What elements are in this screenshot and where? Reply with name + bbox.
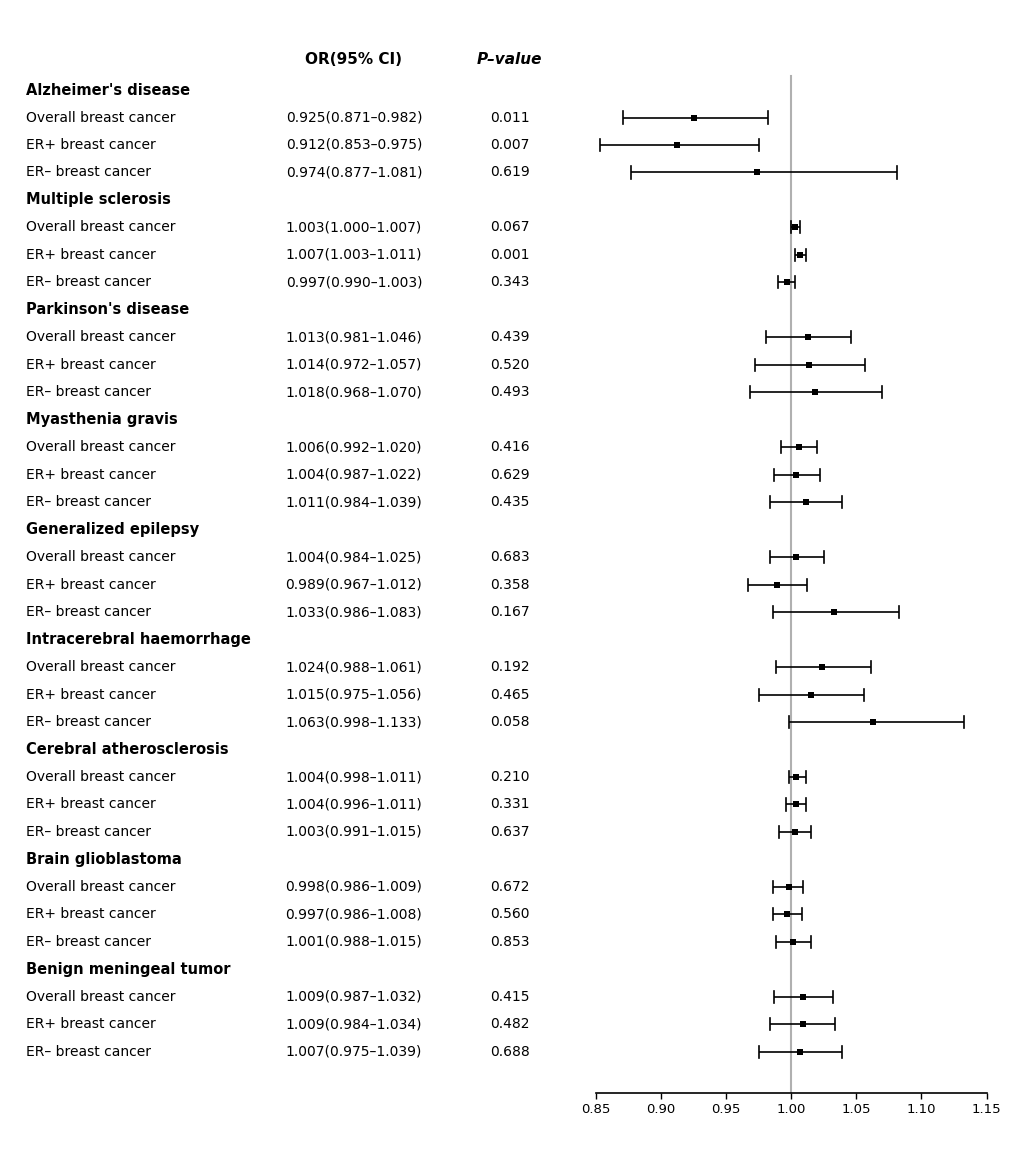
- Text: ER+ breast cancer: ER+ breast cancer: [25, 468, 156, 482]
- Text: 1.011(0.984–1.039): 1.011(0.984–1.039): [285, 496, 422, 510]
- Text: Overall breast cancer: Overall breast cancer: [25, 660, 175, 675]
- Text: 1.004(0.984–1.025): 1.004(0.984–1.025): [285, 551, 422, 565]
- Text: ER– breast cancer: ER– breast cancer: [25, 606, 151, 620]
- Text: 1.004(0.987–1.022): 1.004(0.987–1.022): [285, 468, 422, 482]
- Text: 0.912(0.853–0.975): 0.912(0.853–0.975): [285, 138, 422, 152]
- Text: 0.629: 0.629: [489, 468, 529, 482]
- Text: 0.683: 0.683: [489, 551, 529, 565]
- Text: ER+ breast cancer: ER+ breast cancer: [25, 248, 156, 262]
- Text: 0.058: 0.058: [489, 715, 529, 729]
- Text: 0.974(0.877–1.081): 0.974(0.877–1.081): [285, 166, 422, 180]
- Text: 0.435: 0.435: [489, 496, 529, 510]
- Text: Intracerebral haemorrhage: Intracerebral haemorrhage: [25, 632, 251, 648]
- Text: 1.063(0.998–1.133): 1.063(0.998–1.133): [285, 715, 422, 729]
- Text: 1.006(0.992–1.020): 1.006(0.992–1.020): [285, 441, 422, 455]
- Text: 1.003(0.991–1.015): 1.003(0.991–1.015): [285, 825, 422, 839]
- Text: 0.520: 0.520: [489, 358, 529, 372]
- Text: 1.004(0.996–1.011): 1.004(0.996–1.011): [285, 797, 422, 811]
- Text: Cerebral atherosclerosis: Cerebral atherosclerosis: [25, 742, 228, 758]
- Text: 0.482: 0.482: [489, 1017, 529, 1031]
- Text: 0.989(0.967–1.012): 0.989(0.967–1.012): [285, 577, 422, 592]
- Text: Overall breast cancer: Overall breast cancer: [25, 990, 175, 1004]
- Text: 0.001: 0.001: [489, 248, 529, 262]
- Text: Alzheimer's disease: Alzheimer's disease: [25, 83, 190, 97]
- Text: ER+ breast cancer: ER+ breast cancer: [25, 577, 156, 592]
- Text: Overall breast cancer: Overall breast cancer: [25, 111, 175, 125]
- Text: Overall breast cancer: Overall breast cancer: [25, 221, 175, 235]
- Text: Brain glioblastoma: Brain glioblastoma: [25, 852, 181, 867]
- Text: ER– breast cancer: ER– breast cancer: [25, 1045, 151, 1059]
- Text: 0.167: 0.167: [489, 606, 529, 620]
- Text: 1.024(0.988–1.061): 1.024(0.988–1.061): [285, 660, 422, 675]
- Text: 1.013(0.981–1.046): 1.013(0.981–1.046): [285, 331, 422, 345]
- Text: 0.997(0.986–1.008): 0.997(0.986–1.008): [285, 907, 422, 921]
- Text: Multiple sclerosis: Multiple sclerosis: [25, 193, 170, 207]
- Text: ER– breast cancer: ER– breast cancer: [25, 386, 151, 400]
- Text: ER– breast cancer: ER– breast cancer: [25, 276, 151, 290]
- Text: 1.007(0.975–1.039): 1.007(0.975–1.039): [285, 1045, 422, 1059]
- Text: 1.001(0.988–1.015): 1.001(0.988–1.015): [285, 935, 422, 949]
- Text: Myasthenia gravis: Myasthenia gravis: [25, 413, 177, 428]
- Text: 0.210: 0.210: [489, 770, 529, 784]
- Text: Generalized epilepsy: Generalized epilepsy: [25, 523, 199, 538]
- Text: 0.343: 0.343: [489, 276, 529, 290]
- Text: 0.007: 0.007: [489, 138, 529, 152]
- Text: Overall breast cancer: Overall breast cancer: [25, 441, 175, 455]
- Text: ER– breast cancer: ER– breast cancer: [25, 715, 151, 729]
- Text: 0.415: 0.415: [489, 990, 529, 1004]
- Text: 0.997(0.990–1.003): 0.997(0.990–1.003): [285, 276, 422, 290]
- Text: 0.465: 0.465: [489, 687, 529, 701]
- Text: P–value: P–value: [476, 53, 542, 68]
- Text: 1.014(0.972–1.057): 1.014(0.972–1.057): [285, 358, 422, 372]
- Text: 0.672: 0.672: [489, 880, 529, 894]
- Text: Overall breast cancer: Overall breast cancer: [25, 331, 175, 345]
- Text: 0.998(0.986–1.009): 0.998(0.986–1.009): [285, 880, 422, 894]
- Text: 0.439: 0.439: [489, 331, 529, 345]
- Text: Benign meningeal tumor: Benign meningeal tumor: [25, 962, 230, 977]
- Text: 1.033(0.986–1.083): 1.033(0.986–1.083): [285, 606, 422, 620]
- Text: ER– breast cancer: ER– breast cancer: [25, 496, 151, 510]
- Text: ER+ breast cancer: ER+ breast cancer: [25, 687, 156, 701]
- Text: 0.925(0.871–0.982): 0.925(0.871–0.982): [285, 111, 422, 125]
- Text: ER– breast cancer: ER– breast cancer: [25, 166, 151, 180]
- Text: Overall breast cancer: Overall breast cancer: [25, 551, 175, 565]
- Text: 0.560: 0.560: [489, 907, 529, 921]
- Text: ER– breast cancer: ER– breast cancer: [25, 825, 151, 839]
- Text: 0.416: 0.416: [489, 441, 529, 455]
- Text: 0.331: 0.331: [489, 797, 529, 811]
- Text: ER+ breast cancer: ER+ breast cancer: [25, 797, 156, 811]
- Text: OR(95% CI): OR(95% CI): [305, 53, 403, 68]
- Text: Overall breast cancer: Overall breast cancer: [25, 770, 175, 784]
- Text: Parkinson's disease: Parkinson's disease: [25, 303, 189, 317]
- Text: 0.619: 0.619: [489, 166, 529, 180]
- Text: 0.493: 0.493: [489, 386, 529, 400]
- Text: 1.018(0.968–1.070): 1.018(0.968–1.070): [285, 386, 422, 400]
- Text: ER+ breast cancer: ER+ breast cancer: [25, 907, 156, 921]
- Text: ER+ breast cancer: ER+ breast cancer: [25, 358, 156, 372]
- Text: 0.637: 0.637: [489, 825, 529, 839]
- Text: 0.011: 0.011: [489, 111, 529, 125]
- Text: ER+ breast cancer: ER+ breast cancer: [25, 138, 156, 152]
- Text: 0.853: 0.853: [489, 935, 529, 949]
- Text: 0.192: 0.192: [489, 660, 529, 675]
- Text: 1.007(1.003–1.011): 1.007(1.003–1.011): [285, 248, 422, 262]
- Text: ER– breast cancer: ER– breast cancer: [25, 935, 151, 949]
- Text: 1.004(0.998–1.011): 1.004(0.998–1.011): [285, 770, 422, 784]
- Text: 0.067: 0.067: [489, 221, 529, 235]
- Text: Overall breast cancer: Overall breast cancer: [25, 880, 175, 894]
- Text: 0.358: 0.358: [489, 577, 529, 592]
- Text: 1.009(0.984–1.034): 1.009(0.984–1.034): [285, 1017, 422, 1031]
- Text: ER+ breast cancer: ER+ breast cancer: [25, 1017, 156, 1031]
- Text: 1.015(0.975–1.056): 1.015(0.975–1.056): [285, 687, 422, 701]
- Text: 1.009(0.987–1.032): 1.009(0.987–1.032): [285, 990, 422, 1004]
- Text: 0.688: 0.688: [489, 1045, 529, 1059]
- Text: 1.003(1.000–1.007): 1.003(1.000–1.007): [285, 221, 422, 235]
